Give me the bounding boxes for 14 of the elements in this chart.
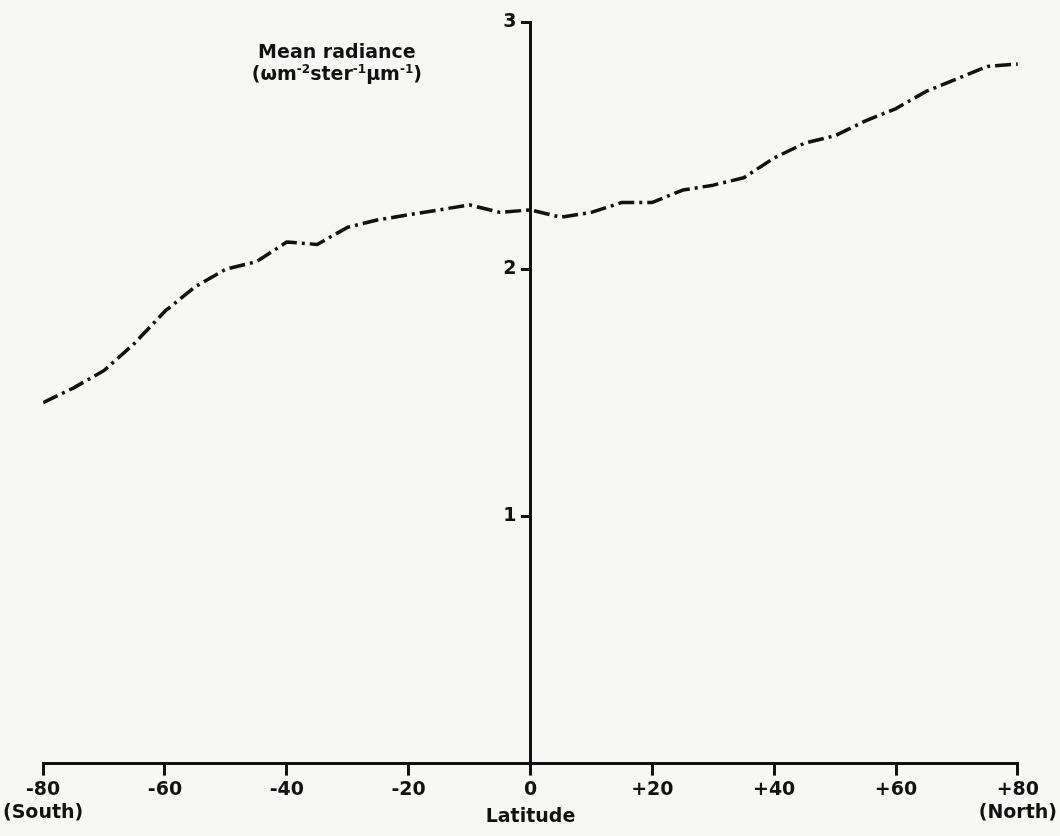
x-tick-label: +60	[874, 776, 918, 799]
y-tick-label: 2	[503, 256, 517, 279]
x-tick-label: -60	[147, 776, 183, 799]
x-tick-label: +40	[752, 776, 796, 799]
x-tick-label: -40	[269, 776, 304, 799]
x-axis-title: Latitude	[485, 803, 576, 826]
x-tick-label: 0	[523, 776, 538, 799]
x-tick-label: -20	[391, 776, 426, 799]
x-tick-label: -80 (South)	[2, 776, 84, 822]
y-axis-title: Mean radiance (ωm$^{-2}$ster$^{-1}$μm$^{-1}$)	[251, 40, 422, 85]
y-tick-label: 3	[503, 8, 517, 31]
x-tick-label: +80 (North)	[978, 776, 1058, 822]
y-tick-label: 1	[503, 503, 517, 526]
x-tick-label: +20	[631, 776, 674, 799]
